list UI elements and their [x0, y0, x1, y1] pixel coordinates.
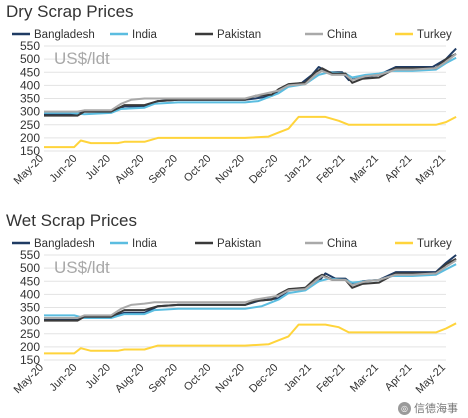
x-tick-label: Jun-20	[47, 153, 79, 185]
series-line-india	[44, 263, 457, 319]
series-line-china	[44, 259, 457, 319]
watermark-text: 信德海事	[414, 403, 458, 415]
legend-label: India	[132, 238, 158, 250]
x-tick-label: Jan-21	[282, 153, 314, 185]
x-tick-label: Jul-20	[83, 153, 113, 183]
y-tick-label: 150	[20, 353, 40, 367]
y-tick-label: 400	[20, 287, 40, 301]
wechat-logo-icon: ◎	[398, 401, 411, 415]
x-tick-label: Sep-20	[147, 153, 181, 187]
y-tick-label: 350	[20, 92, 40, 106]
x-tick-label: Nov-20	[214, 153, 248, 187]
x-tick-label: Aug-20	[113, 153, 147, 187]
dry-scrap-chart: Dry Scrap Prices 150 200 250 300 350 400 450 50…	[6, 2, 457, 187]
series-line-turkey	[44, 115, 457, 149]
x-tick-label: May-21	[414, 153, 448, 187]
legend-label: Bangladesh	[34, 238, 95, 250]
y-tick-label: 450	[20, 65, 40, 79]
x-tick-label: Jan-21	[282, 362, 314, 394]
x-tick-label: Apr-21	[383, 362, 415, 394]
x-tick-label: Mar-21	[348, 362, 381, 395]
x-tick-label: Feb-21	[314, 153, 347, 186]
x-tick-label: Oct-20	[182, 362, 214, 394]
y-tick-label: 200	[20, 131, 40, 145]
x-tick-label: Aug-20	[113, 362, 147, 396]
series-line-china	[44, 53, 457, 113]
legend-label: India	[132, 29, 158, 41]
legend-label: China	[327, 29, 358, 41]
legend-label: Turkey	[417, 29, 452, 41]
y-tick-label: 300	[20, 314, 40, 328]
legend-label: Pakistan	[217, 238, 261, 250]
x-tick-label: Nov-20	[214, 362, 248, 396]
x-tick-label: Dec-20	[247, 153, 281, 187]
x-tick-label: Mar-21	[348, 153, 381, 186]
series-line-turkey	[44, 322, 457, 355]
y-tick-label: 150	[20, 144, 40, 158]
y-tick-label: 400	[20, 78, 40, 92]
legend-label: Bangladesh	[34, 29, 95, 41]
legend-label: Pakistan	[217, 29, 261, 41]
watermark: ◎ 信德海事	[398, 400, 458, 416]
y-tick-label: 250	[20, 327, 40, 341]
y-tick-label: 550	[20, 39, 40, 53]
unit-label: US$/ldt	[54, 258, 110, 277]
x-tick-label: Feb-21	[314, 362, 347, 395]
x-tick-label: Apr-21	[383, 153, 415, 185]
chart-title: Wet Scrap Prices	[6, 211, 138, 230]
unit-label: US$/ldt	[54, 49, 110, 68]
legend-label: China	[327, 238, 358, 250]
wet-scrap-chart: Wet Scrap Prices 150 200 250 300 350 400 450 50…	[0, 209, 468, 418]
y-tick-label: 450	[20, 274, 40, 288]
y-tick-label: 200	[20, 340, 40, 354]
x-tick-label: Dec-20	[247, 362, 281, 396]
x-tick-label: Oct-20	[182, 153, 214, 185]
x-tick-label: May-21	[414, 362, 448, 396]
y-tick-label: 350	[20, 301, 40, 315]
x-tick-label: Sep-20	[147, 362, 181, 396]
y-tick-label: 300	[20, 105, 40, 119]
y-tick-label: 500	[20, 52, 40, 66]
x-tick-label: Jun-20	[47, 362, 79, 394]
y-tick-label: 500	[20, 261, 40, 275]
chart-title: Dry Scrap Prices	[6, 2, 134, 21]
y-tick-label: 550	[20, 248, 40, 262]
x-tick-label: Jul-20	[83, 362, 113, 392]
y-tick-label: 250	[20, 118, 40, 132]
legend-label: Turkey	[417, 238, 452, 250]
